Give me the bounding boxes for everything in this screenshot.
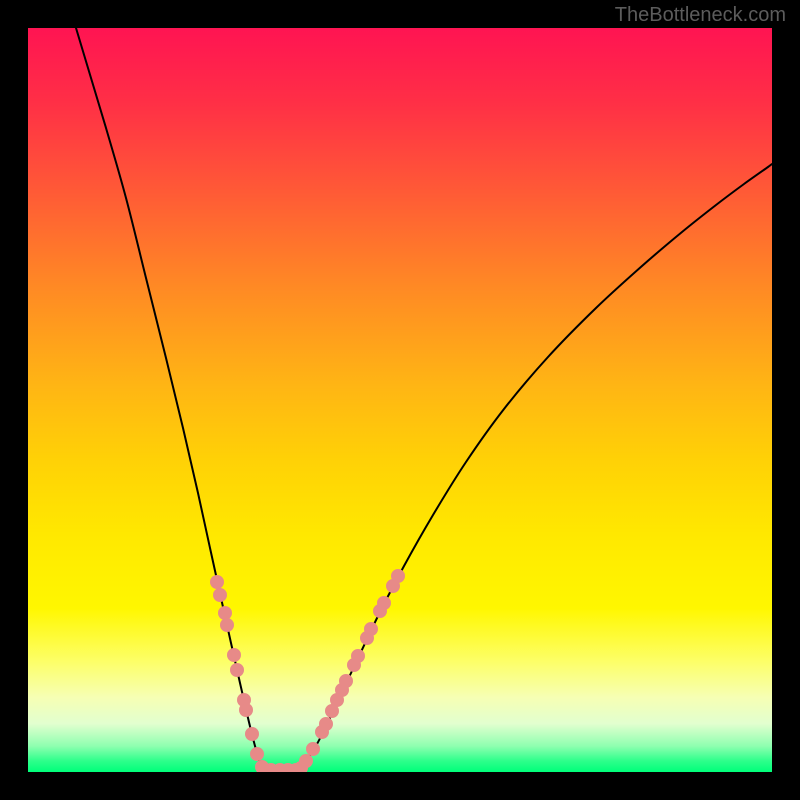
curve-marker-bead <box>228 649 241 662</box>
curve-marker-bead <box>231 664 244 677</box>
curve-marker-bead <box>352 650 365 663</box>
watermark-text: TheBottleneck.com <box>615 4 786 27</box>
curve-marker-bead <box>240 704 253 717</box>
curve-marker-bead <box>320 718 333 731</box>
curve-marker-bead <box>392 570 405 583</box>
curve-marker-bead <box>214 589 227 602</box>
curve-marker-bead <box>221 619 234 632</box>
curve-marker-bead <box>246 728 259 741</box>
curve-marker-bead <box>365 623 378 636</box>
curve-marker-bead <box>211 576 224 589</box>
curve-marker-bead <box>219 607 232 620</box>
curve-marker-bead <box>300 755 313 768</box>
curve-marker-bead <box>307 743 320 756</box>
plot-area <box>28 28 772 772</box>
curve-path <box>76 28 772 772</box>
bottleneck-curve <box>28 28 772 772</box>
curve-marker-bead <box>378 597 391 610</box>
curve-marker-bead <box>251 748 264 761</box>
curve-marker-bead <box>340 675 353 688</box>
